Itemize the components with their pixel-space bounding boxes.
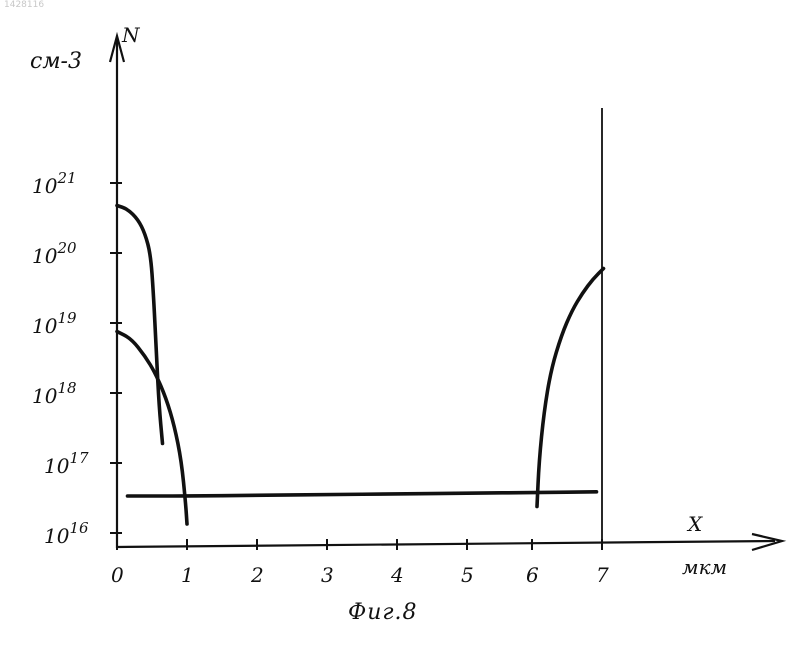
x-tick-label: 0 — [111, 563, 124, 587]
x-tick-label: 7 — [596, 563, 609, 587]
x-axis-label: X — [686, 512, 703, 536]
x-tick-label: 1 — [181, 563, 194, 587]
figure-caption: Фиг.8 — [348, 600, 418, 625]
axes — [110, 36, 782, 550]
x-tick-label: 6 — [526, 563, 539, 587]
series-line-3 — [128, 492, 597, 496]
series-line-4 — [537, 269, 604, 507]
x-tick-label: 2 — [250, 563, 264, 587]
ticks: 0 1 2 3 4 5 6 7 1016 1017 1018 1019 1020 1021 — [32, 169, 609, 587]
x-unit-label: мкм — [682, 555, 727, 579]
x-tick-label: 4 — [390, 563, 404, 587]
y-axis-label: N — [121, 23, 141, 47]
y-unit-label: см-3 — [30, 49, 82, 74]
y-tick-label: 1019 — [32, 309, 77, 338]
series-group — [117, 206, 604, 525]
y-tick-label: 1016 — [44, 519, 89, 548]
series-line-1 — [117, 206, 163, 444]
y-tick-label: 1017 — [44, 449, 89, 478]
x-axis-line — [117, 541, 775, 547]
y-tick-label: 1021 — [32, 169, 77, 198]
x-tick-label: 3 — [321, 563, 334, 587]
x-tick-label: 5 — [461, 563, 474, 587]
y-tick-label: 1020 — [32, 239, 77, 268]
y-tick-label: 1018 — [32, 379, 77, 408]
